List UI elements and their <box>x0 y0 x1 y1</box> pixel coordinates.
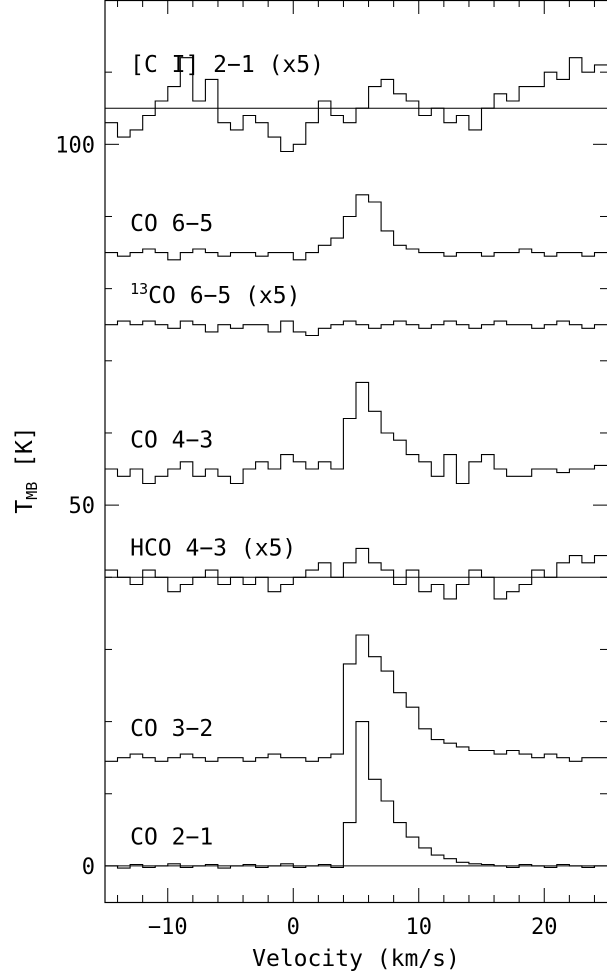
x-axis-ticks: −10 0 10 20 <box>117 0 595 940</box>
plot-frame <box>104 0 607 904</box>
series-label-sup-3: 13 <box>130 280 148 298</box>
series-label-7: CO 2−1 <box>130 824 213 850</box>
series-label-3: 13CO 6−5 (x5) <box>130 280 300 309</box>
x-tick-label: −10 <box>148 915 188 940</box>
y-axis-ticks: 0 50 100 <box>55 0 607 880</box>
spectral-traces <box>105 57 607 869</box>
series-label-4: CO 4−3 <box>130 427 213 453</box>
series-label-1: [C I] 2−1 (x5) <box>130 52 324 78</box>
spectrum-trace-2 <box>105 194 607 261</box>
spectrum-trace-4 <box>105 381 607 485</box>
y-tick-label: 100 <box>55 133 95 158</box>
y-axis-label: TMB [K] <box>12 426 41 513</box>
y-tick-label: 0 <box>82 855 95 880</box>
plot-border <box>104 0 607 904</box>
series-label-5: HCO 4−3 (x5) <box>130 536 296 562</box>
x-tick-label: 20 <box>531 915 558 940</box>
x-tick-label: 10 <box>406 915 433 940</box>
spectrum-trace-6 <box>105 634 607 762</box>
series-label-2: CO 6−5 <box>130 211 213 237</box>
x-axis-label: Velocity (km/s) <box>252 946 460 972</box>
spectrum-trace-1 <box>105 57 607 153</box>
y-axis-label-text: TMB [K] <box>12 426 41 513</box>
baseline-lines <box>105 107 607 867</box>
series-label-6: CO 3−2 <box>130 716 213 742</box>
spectrum-trace-3 <box>105 320 607 337</box>
x-tick-label: 0 <box>287 915 300 940</box>
spectrum-trace-7 <box>105 721 607 869</box>
y-tick-label: 50 <box>69 494 96 519</box>
spectrum-trace-5 <box>105 547 607 600</box>
